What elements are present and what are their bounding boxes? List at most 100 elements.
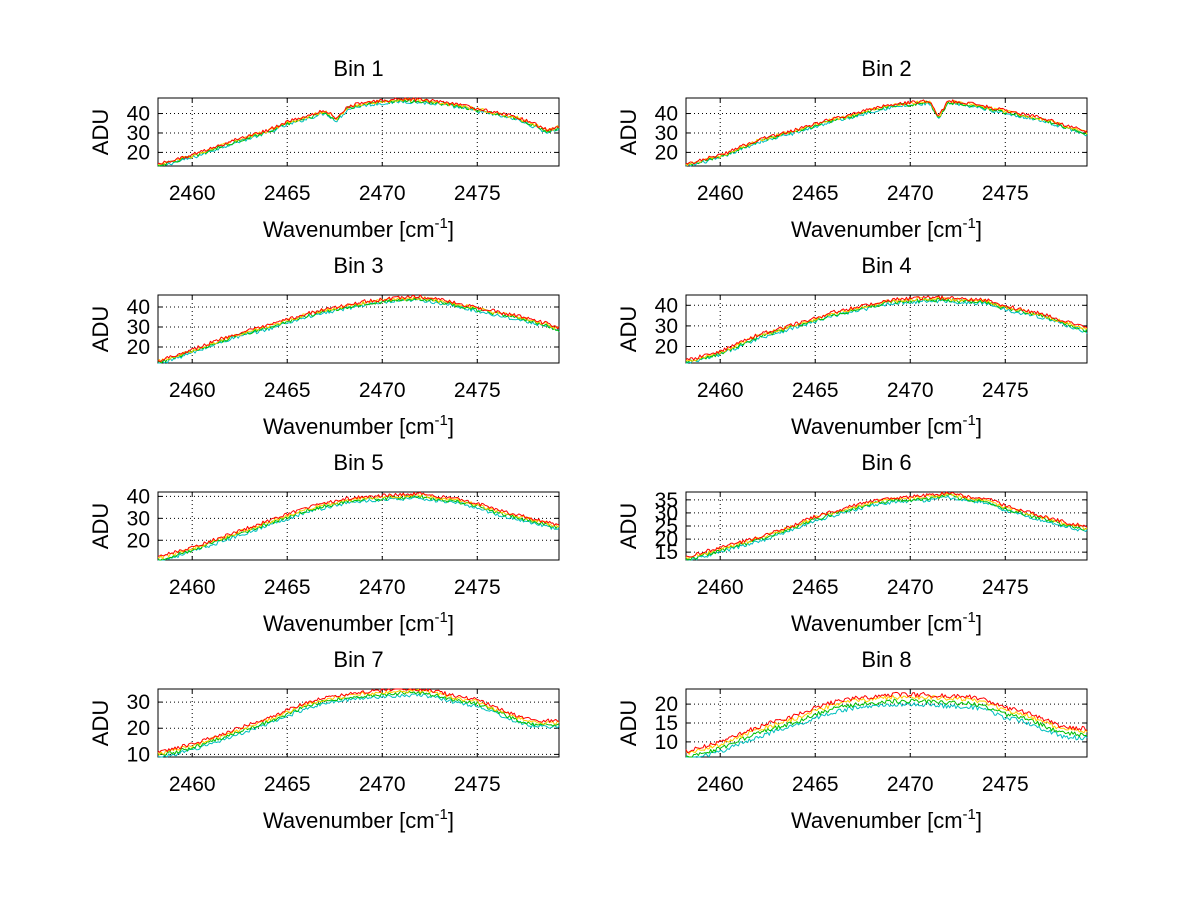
series-line	[685, 295, 1088, 361]
series-line	[685, 491, 1088, 558]
y-tick-label: 10	[127, 743, 150, 766]
y-axis-label: ADU	[616, 109, 641, 155]
y-tick-label: 40	[127, 296, 150, 319]
x-tick-label: 2470	[359, 182, 406, 205]
y-tick-label: 20	[127, 141, 150, 164]
series-line	[157, 98, 560, 166]
x-tick-label: 2460	[697, 182, 744, 205]
x-tick-label: 2470	[359, 379, 406, 402]
y-tick-label: 20	[655, 336, 678, 359]
series-line	[685, 495, 1088, 561]
series-line	[157, 693, 560, 758]
y-axis-label: ADU	[616, 700, 641, 746]
x-tick-label: 2475	[982, 773, 1029, 796]
x-tick-label: 2460	[169, 379, 216, 402]
y-tick-label: 20	[127, 717, 150, 740]
series-line	[685, 99, 1088, 165]
y-tick-label: 25	[655, 515, 678, 538]
x-axis-label: Wavenumber [cm-1]	[791, 806, 982, 833]
y-tick-label: 20	[655, 141, 678, 164]
x-tick-label: 2460	[697, 576, 744, 599]
x-axis-label: Wavenumber [cm-1]	[791, 609, 982, 636]
series-line	[685, 99, 1088, 166]
subplot-title: Bin 3	[333, 253, 383, 278]
y-axis-label: ADU	[616, 503, 641, 549]
x-tick-label: 2460	[169, 182, 216, 205]
subplot-title: Bin 2	[861, 56, 911, 81]
series-line	[157, 296, 560, 364]
y-tick-label: 40	[127, 103, 150, 126]
y-axis-label: ADU	[88, 700, 113, 746]
series-line	[685, 493, 1088, 561]
series-line	[158, 97, 560, 165]
x-axis-label: Wavenumber [cm-1]	[263, 806, 454, 833]
y-tick-label: 30	[127, 691, 150, 714]
x-tick-label: 2465	[264, 773, 311, 796]
y-tick-label: 30	[655, 502, 678, 525]
y-axis-label: ADU	[88, 109, 113, 155]
series-line	[157, 690, 560, 756]
x-axis-label: Wavenumber [cm-1]	[263, 215, 454, 242]
series-line	[685, 101, 1088, 167]
series-line	[157, 688, 560, 753]
x-tick-label: 2465	[792, 773, 839, 796]
x-tick-label: 2475	[982, 576, 1029, 599]
y-tick-label: 40	[655, 294, 678, 317]
subplot-title: Bin 4	[861, 253, 911, 278]
x-tick-label: 2470	[887, 182, 934, 205]
x-tick-label: 2470	[887, 576, 934, 599]
y-tick-label: 40	[127, 485, 150, 508]
y-axis-label: ADU	[88, 503, 113, 549]
subplot-title: Bin 8	[861, 647, 911, 672]
series-line	[685, 296, 1088, 362]
subplot-title: Bin 6	[861, 450, 911, 475]
x-tick-label: 2470	[887, 379, 934, 402]
series-line	[157, 294, 560, 362]
y-tick-label: 20	[127, 529, 150, 552]
x-tick-label: 2475	[454, 576, 501, 599]
x-tick-label: 2475	[982, 379, 1029, 402]
subplot-title: Bin 7	[333, 647, 383, 672]
x-tick-label: 2465	[792, 379, 839, 402]
y-axis-label: ADU	[88, 306, 113, 352]
y-tick-label: 30	[655, 122, 678, 145]
y-tick-label: 20	[127, 336, 150, 359]
x-tick-label: 2470	[887, 773, 934, 796]
y-tick-label: 30	[127, 507, 150, 530]
y-tick-label: 30	[127, 122, 150, 145]
y-axis-label: ADU	[616, 306, 641, 352]
x-tick-label: 2465	[264, 379, 311, 402]
series-line	[157, 494, 560, 561]
series-line	[686, 299, 1088, 364]
x-axis-label: Wavenumber [cm-1]	[791, 215, 982, 242]
x-tick-label: 2460	[169, 773, 216, 796]
x-tick-label: 2460	[697, 773, 744, 796]
plot-area	[157, 491, 560, 561]
x-axis-label: Wavenumber [cm-1]	[263, 609, 454, 636]
x-tick-label: 2475	[454, 379, 501, 402]
plot-area	[157, 688, 560, 758]
plot-area	[157, 97, 560, 167]
plot-area	[685, 294, 1088, 364]
series-line	[685, 691, 1088, 754]
x-tick-label: 2470	[359, 576, 406, 599]
x-tick-label: 2470	[359, 773, 406, 796]
x-axis-label: Wavenumber [cm-1]	[263, 412, 454, 439]
series-line	[157, 491, 560, 557]
x-tick-label: 2475	[454, 773, 501, 796]
x-tick-label: 2465	[792, 576, 839, 599]
y-tick-label: 20	[655, 528, 678, 551]
x-tick-label: 2460	[169, 576, 216, 599]
series-line	[158, 496, 560, 561]
y-tick-label: 40	[655, 103, 678, 126]
y-tick-label: 30	[655, 315, 678, 338]
x-tick-label: 2465	[264, 182, 311, 205]
